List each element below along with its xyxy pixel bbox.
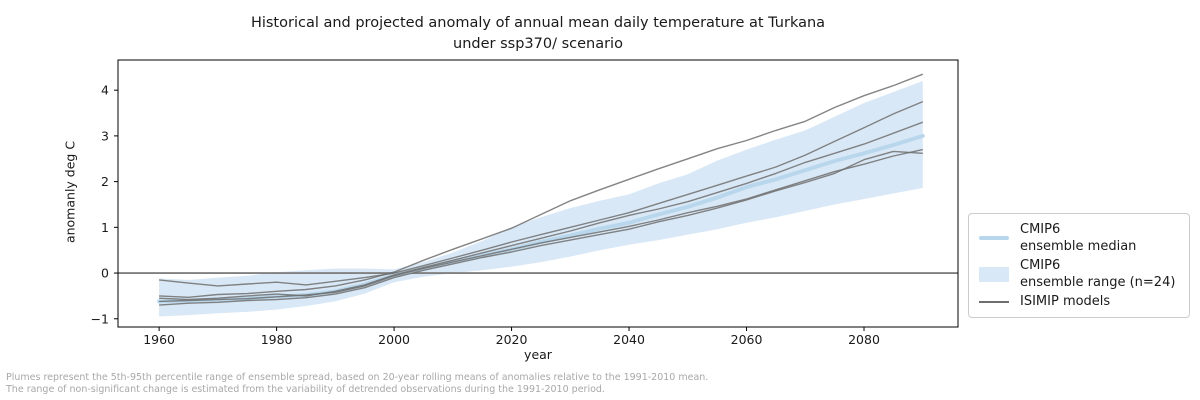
footnote-line2: The range of non-significant change is e…	[6, 384, 605, 395]
x-tick-label: 1980	[261, 332, 293, 347]
ensemble-median-swatch-icon	[979, 236, 1009, 240]
y-tick-label: 2	[101, 174, 109, 189]
isimip-model-line-4	[159, 148, 923, 303]
legend: CMIP6 ensemble median CMIP6 ensemble ran…	[968, 213, 1190, 318]
isimip-model-line-2	[159, 100, 924, 287]
legend-label: ISIMIP models	[1020, 293, 1110, 310]
y-tick-label: 0	[101, 266, 109, 281]
y-axis-label: anomanly deg C	[62, 140, 78, 244]
plot-border	[117, 59, 959, 328]
legend-item-ensemble-median: CMIP6 ensemble median	[979, 221, 1179, 255]
isimip-model-line-3	[159, 121, 924, 301]
y-tick-label: 1	[101, 220, 109, 235]
legend-label-line2: ensemble median	[1020, 239, 1137, 254]
swatch-column	[979, 266, 1009, 282]
x-tick-label: 2040	[613, 332, 645, 347]
legend-label-line1: CMIP6	[1020, 222, 1061, 237]
legend-label-line1: ISIMIP models	[1020, 294, 1111, 309]
y-tick-label: 3	[101, 128, 109, 143]
y-tick-label: 4	[101, 83, 109, 98]
footnote-line1: Plumes represent the 5th-95th percentile…	[6, 372, 709, 383]
ensemble-range-swatch-icon	[979, 266, 1009, 282]
chart-title-line1: Historical and projected anomaly of annu…	[250, 15, 826, 31]
x-tick-label: 2080	[848, 332, 880, 347]
ensemble-range-band	[159, 81, 923, 317]
legend-label: CMIP6 ensemble median	[1020, 221, 1136, 255]
x-tick-label: 2000	[378, 332, 410, 347]
isimip-model-line-1	[159, 73, 924, 298]
x-tick-label: 2060	[731, 332, 763, 347]
isimip-line-swatch-icon	[979, 300, 1009, 303]
legend-label-line1: CMIP6	[1020, 258, 1061, 273]
chart-title-line2: under ssp370/ scenario	[453, 35, 623, 52]
y-tick-label: −1	[91, 311, 109, 326]
x-tick-label: 1960	[143, 332, 175, 347]
legend-item-isimip-models: ISIMIP models	[979, 293, 1179, 310]
x-axis-label: year	[524, 347, 552, 362]
legend-item-ensemble-range: CMIP6 ensemble range (n=24)	[979, 257, 1179, 291]
isimip-model-line-5	[159, 150, 923, 306]
x-tick-label: 2020	[496, 332, 528, 347]
chart-title: Historical and projected anomaly of annu…	[118, 13, 958, 54]
legend-label-line2: ensemble range (n=24)	[1020, 275, 1176, 290]
legend-label: CMIP6 ensemble range (n=24)	[1020, 257, 1175, 291]
swatch-column	[979, 236, 1009, 240]
swatch-column	[979, 300, 1009, 303]
